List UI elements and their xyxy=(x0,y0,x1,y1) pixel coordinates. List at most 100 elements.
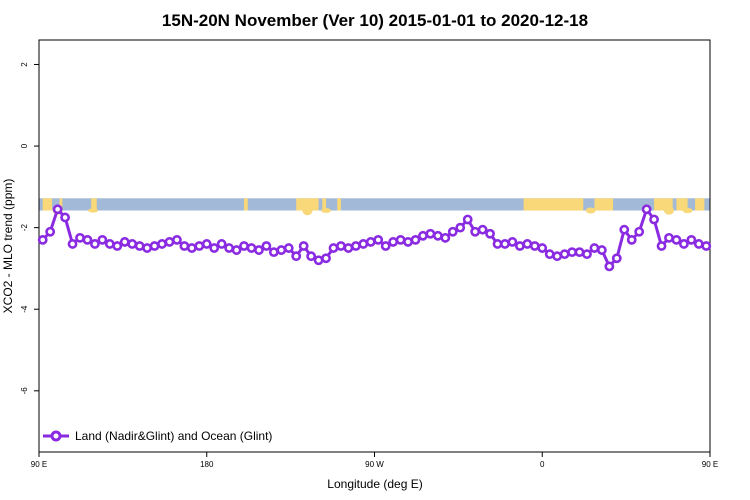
x-axis-label: Longitude (deg E) xyxy=(327,477,422,491)
x-tick-label: 180 xyxy=(200,460,214,469)
land-segment xyxy=(321,208,332,213)
data-point xyxy=(82,234,93,245)
data-point xyxy=(634,226,645,237)
data-point xyxy=(127,239,138,249)
data-point xyxy=(686,234,697,245)
data-point xyxy=(507,237,518,247)
data-point xyxy=(470,226,481,237)
chart-title: 15N-20N November (Ver 10) 2015-01-01 to … xyxy=(162,11,588,30)
data-point xyxy=(693,239,704,249)
data-point xyxy=(656,241,667,251)
data-point xyxy=(537,243,548,253)
land-segment xyxy=(337,198,341,211)
data-point xyxy=(373,234,384,245)
data-point xyxy=(455,222,466,233)
data-point xyxy=(343,243,354,253)
series-land-ocean xyxy=(37,204,712,272)
data-point xyxy=(321,253,331,264)
land-segment xyxy=(695,198,705,211)
legend-label: Land (Nadir&Glint) and Ocean (Glint) xyxy=(75,429,272,443)
land-segment xyxy=(59,198,63,211)
data-point xyxy=(358,239,369,249)
data-point xyxy=(649,214,659,225)
data-point xyxy=(447,226,458,237)
legend: Land (Nadir&Glint) and Ocean (Glint) xyxy=(43,429,272,443)
data-point xyxy=(529,241,540,251)
data-point xyxy=(75,232,85,243)
data-point xyxy=(395,234,406,245)
data-point xyxy=(522,239,533,249)
data-point xyxy=(45,226,56,237)
data-point xyxy=(611,253,622,264)
data-point xyxy=(589,243,600,253)
data-point xyxy=(410,234,421,245)
data-point xyxy=(418,230,428,241)
land-segment xyxy=(682,207,693,214)
data-point xyxy=(567,247,577,258)
x-tick-label: 0 xyxy=(540,460,545,469)
data-point xyxy=(239,241,249,251)
y-tick-label: 0 xyxy=(20,143,29,148)
data-point xyxy=(619,224,630,235)
data-point xyxy=(90,239,100,249)
data-point xyxy=(149,241,160,251)
y-tick-label: -4 xyxy=(20,305,29,313)
land-segment xyxy=(244,198,248,211)
data-point xyxy=(350,241,361,251)
data-point xyxy=(224,243,235,253)
data-point xyxy=(701,241,712,251)
land-segment xyxy=(594,198,614,211)
data-point xyxy=(365,237,376,247)
data-point xyxy=(425,228,436,239)
data-point xyxy=(37,234,48,245)
data-point xyxy=(157,239,167,249)
y-tick-label: 2 xyxy=(20,62,29,67)
land-segment xyxy=(676,198,688,211)
y-tick-label: -2 xyxy=(20,224,29,232)
data-point xyxy=(291,251,302,262)
data-point xyxy=(52,204,63,215)
data-point xyxy=(254,245,264,255)
data-point xyxy=(179,241,190,251)
data-point xyxy=(209,243,220,253)
data-point xyxy=(336,241,346,251)
data-point xyxy=(104,239,115,249)
land-segment xyxy=(302,205,313,216)
data-point xyxy=(186,243,197,253)
land-segment xyxy=(296,198,319,211)
data-point xyxy=(246,243,257,253)
land-segment xyxy=(88,208,99,213)
data-point xyxy=(500,239,510,249)
x-axis: 90 E 180 90 W 0 90 E xyxy=(31,452,718,469)
data-point xyxy=(492,239,503,249)
data-point xyxy=(231,245,242,255)
data-point xyxy=(60,212,70,223)
land-segment xyxy=(42,198,53,211)
data-point xyxy=(97,234,108,245)
data-point xyxy=(194,241,205,251)
data-point xyxy=(276,245,287,255)
land-segment xyxy=(523,198,584,211)
y-axis: 2 0 -2 -4 -6 xyxy=(20,62,39,395)
land-segment xyxy=(663,206,674,215)
x-tick-label: 90 W xyxy=(365,460,384,469)
y-tick-label: -6 xyxy=(20,387,29,395)
data-point xyxy=(283,243,294,253)
data-point xyxy=(559,249,570,260)
data-point xyxy=(604,261,615,272)
land-segment xyxy=(585,207,596,214)
data-point xyxy=(306,251,317,262)
data-point xyxy=(641,204,652,215)
y-axis-label: XCO2 - MLO trend (ppm) xyxy=(1,179,15,314)
data-point xyxy=(164,237,175,247)
data-point xyxy=(485,228,495,239)
data-point xyxy=(626,234,637,245)
data-point xyxy=(664,232,674,243)
data-point xyxy=(142,243,153,253)
data-point xyxy=(201,239,212,249)
data-point xyxy=(112,241,123,251)
data-point xyxy=(380,241,391,251)
data-point xyxy=(403,237,413,247)
data-point xyxy=(574,247,585,258)
